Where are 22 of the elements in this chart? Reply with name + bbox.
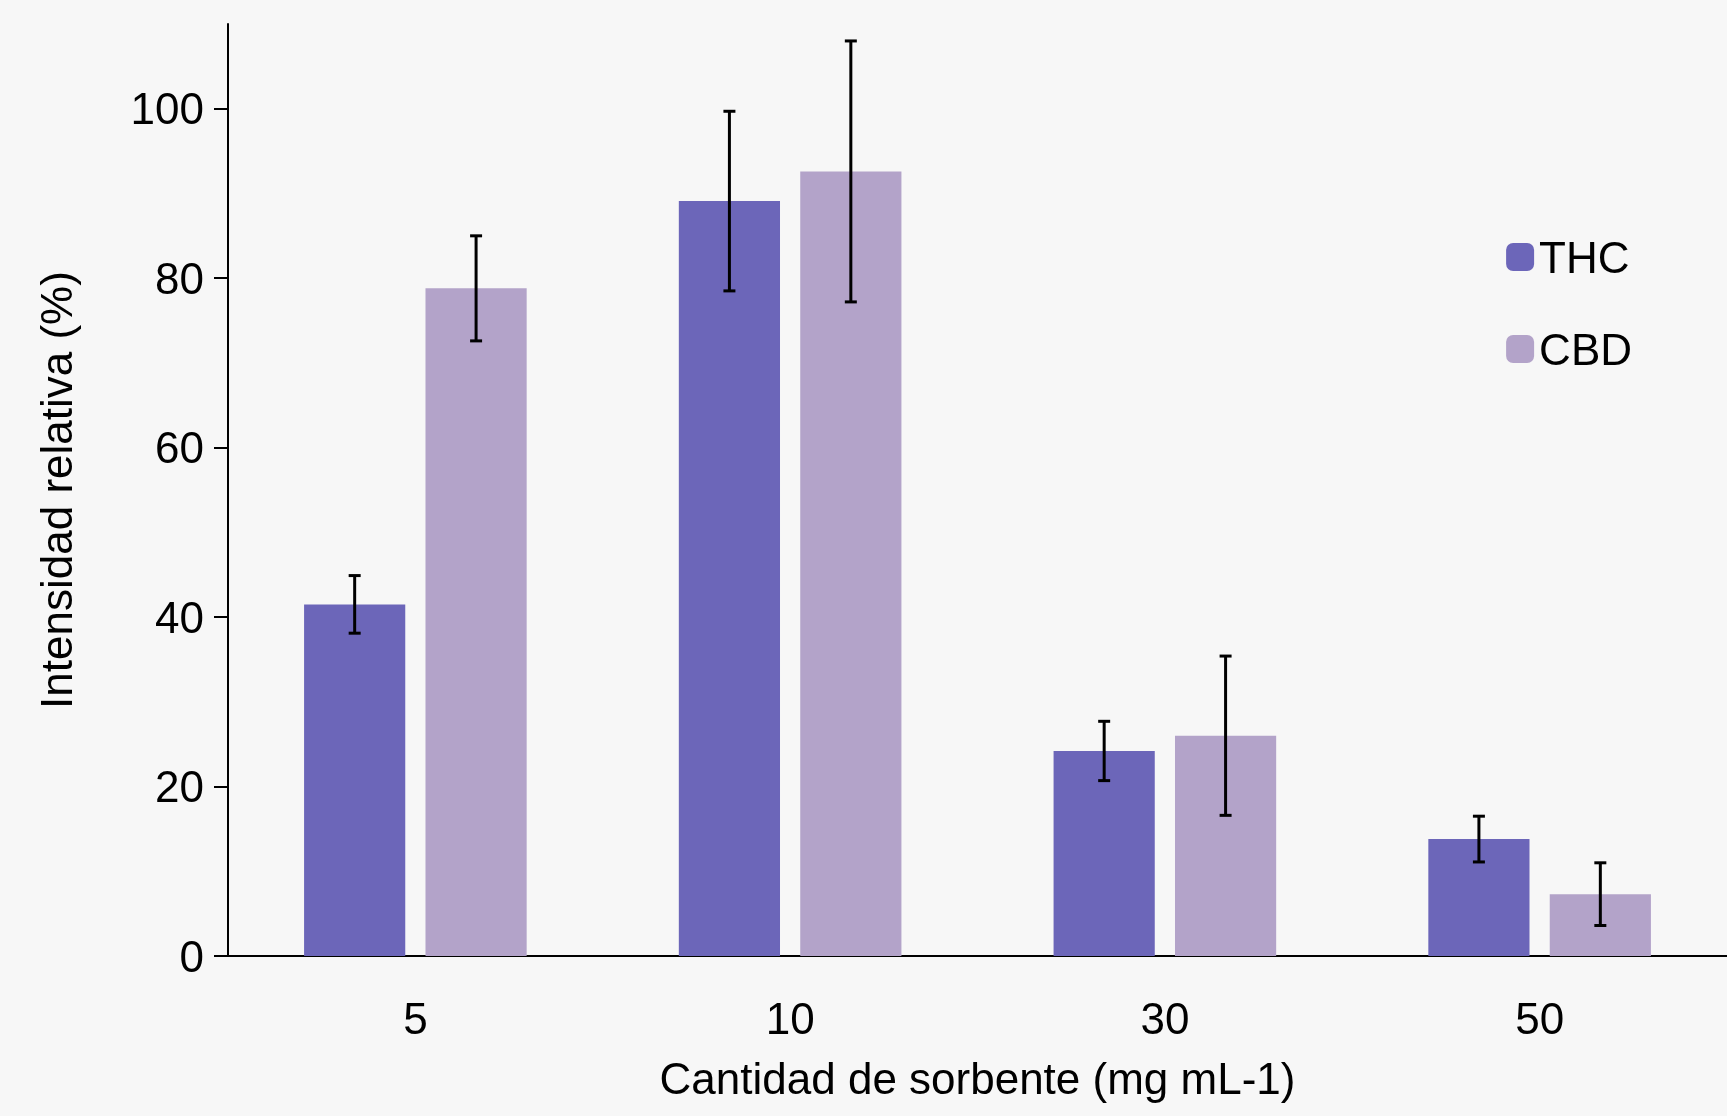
bar (1174, 735, 1277, 956)
bar (1053, 750, 1155, 956)
legend-label: CBD (1539, 324, 1633, 374)
x-tick-label: 10 (765, 993, 815, 1043)
bar (1428, 839, 1530, 956)
bar (1549, 894, 1651, 956)
y-tick-label: 0 (179, 931, 204, 981)
y-tick-label: 100 (130, 84, 204, 134)
y-tick-label: 80 (155, 253, 204, 303)
legend-label: THC (1539, 232, 1630, 282)
y-axis-title: Intensidad relativa (%) (31, 271, 81, 709)
bar (425, 288, 527, 956)
bar (800, 171, 902, 956)
y-tick-label: 60 (155, 423, 204, 473)
bar (304, 604, 406, 956)
x-tick-label: 5 (403, 993, 428, 1043)
x-tick-label: 30 (1140, 993, 1190, 1043)
x-axis-title: Cantidad de sorbente (mg mL-1) (659, 1053, 1296, 1103)
bar (678, 201, 781, 956)
y-tick-label: 20 (155, 762, 204, 812)
x-tick-label: 50 (1515, 993, 1565, 1043)
y-tick-label: 40 (155, 592, 204, 642)
